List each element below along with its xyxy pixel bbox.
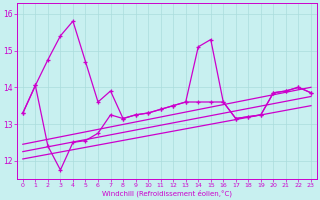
- X-axis label: Windchill (Refroidissement éolien,°C): Windchill (Refroidissement éolien,°C): [102, 190, 232, 197]
